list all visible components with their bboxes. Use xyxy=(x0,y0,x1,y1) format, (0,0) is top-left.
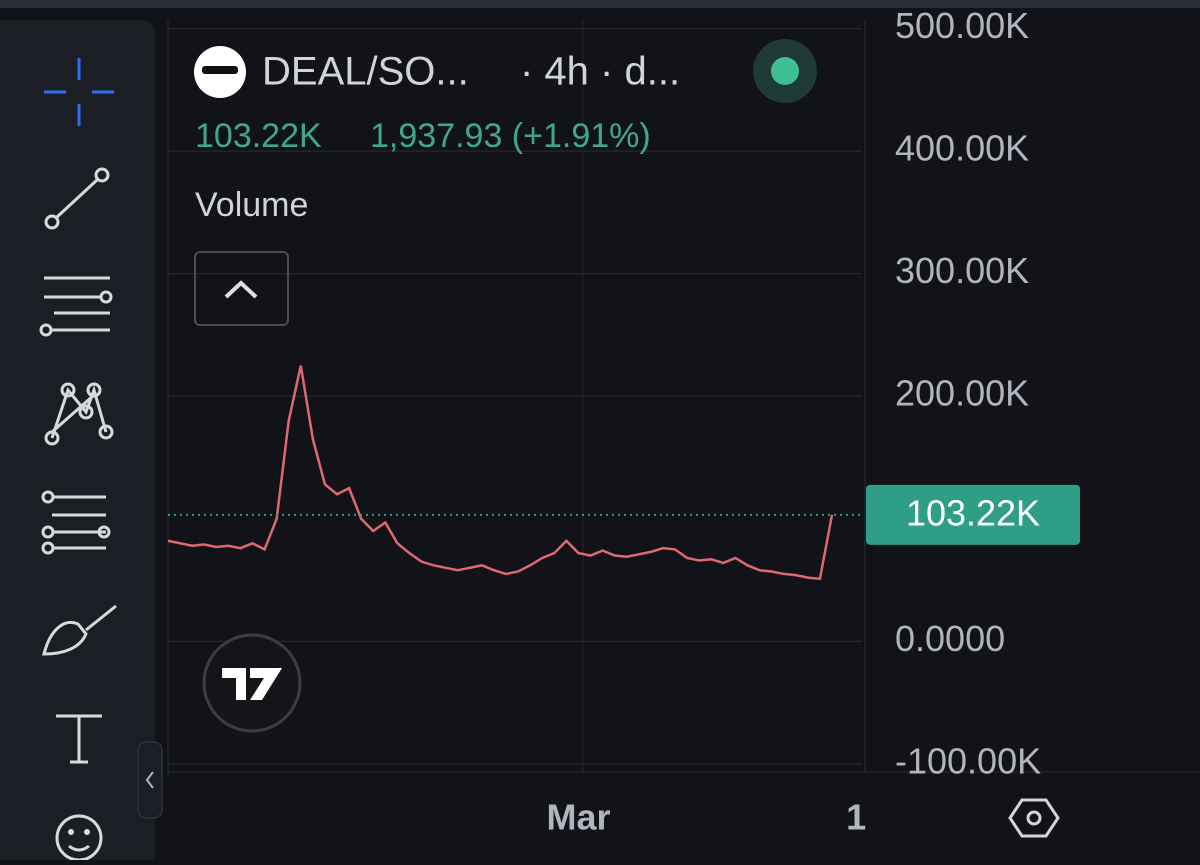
status-dot xyxy=(771,57,799,85)
interval: · 4h · d... xyxy=(520,50,680,94)
collapse-icon xyxy=(145,771,154,789)
price-axis: -100.00K 0.0000 200.00K 300.00K 400.00K 500.0… xyxy=(895,5,1041,781)
brush-tool[interactable] xyxy=(42,604,117,656)
chevron-up xyxy=(224,280,258,299)
last-price: 103.22K xyxy=(195,117,322,155)
y-tick-label: 400.00K xyxy=(895,128,1029,169)
y-tick-label: 200.00K xyxy=(895,373,1029,414)
indicator-name: Volume xyxy=(195,186,308,224)
token-glasses xyxy=(202,66,238,74)
y-tick-label: 0.0000 xyxy=(895,618,1005,659)
tv-logo xyxy=(202,633,302,733)
y-tick-label: 500.00K xyxy=(895,5,1029,46)
tv-logo-mark xyxy=(222,668,282,700)
price-change: 1,937.93 (+1.91%) xyxy=(370,117,651,155)
collapse-button[interactable] xyxy=(137,741,163,819)
top-bar xyxy=(0,0,1200,8)
tool-icons xyxy=(39,58,117,862)
price-tag xyxy=(866,484,1080,545)
projection-tool[interactable] xyxy=(41,490,111,555)
symbol: DEAL/SO... xyxy=(262,50,469,94)
trend-line-tool[interactable] xyxy=(44,167,110,230)
x-tick-label: Mar xyxy=(546,797,610,838)
collapse-indicators[interactable] xyxy=(194,251,289,326)
settings-button[interactable] xyxy=(1008,798,1060,838)
y-tick-label: -100.00K xyxy=(895,740,1041,781)
price-tag-label: 103.22K xyxy=(906,492,1040,533)
crosshair-tool[interactable] xyxy=(44,58,114,126)
price-line xyxy=(168,365,834,581)
y-tick-label: 300.00K xyxy=(895,250,1029,291)
plot-area xyxy=(168,27,862,765)
toolbar xyxy=(0,20,155,865)
fib-tool[interactable] xyxy=(39,276,113,337)
pattern-tool[interactable] xyxy=(44,382,114,446)
text-tool[interactable] xyxy=(56,714,102,764)
x-tick-label: 1 xyxy=(846,797,866,838)
